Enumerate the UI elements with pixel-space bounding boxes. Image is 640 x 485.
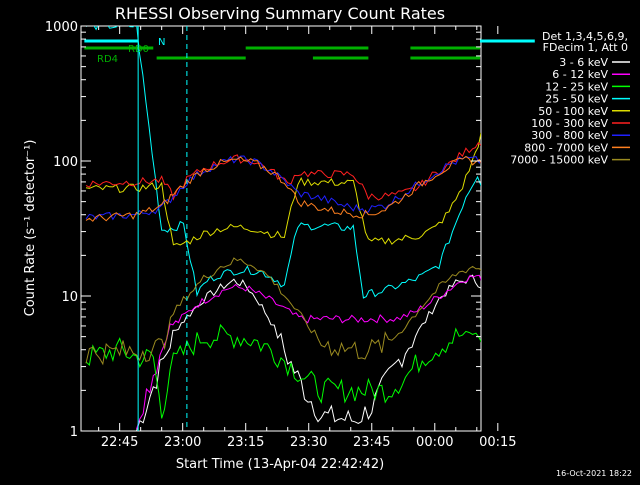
- x-tick-label: 22:45: [101, 435, 138, 450]
- x-tick-label: 23:15: [227, 435, 264, 450]
- x-tick-label: 23:30: [290, 435, 327, 450]
- legend-label: 12 - 25 keV: [545, 80, 608, 93]
- series-line-100-300-kev: [85, 142, 481, 201]
- legend-label: 6 - 12 keV: [552, 68, 608, 81]
- x-tick-label: 00:00: [416, 435, 453, 450]
- flag-lines: [137, 26, 188, 431]
- plot-area: NRD0RD4 22:45 23:00 23:15 23:30 23:45 00:00 00…: [45, 20, 535, 450]
- series-layer: [85, 26, 481, 431]
- x-tick-label: 23:45: [353, 435, 390, 450]
- y-tick-label: 100: [53, 155, 78, 170]
- state-bar-label-rd4: RD4: [97, 54, 118, 65]
- series-line-800-7000-kev: [85, 155, 481, 222]
- legend: Det 1,3,4,5,6,9, FDecim 1, Att 0 3 - 6 k…: [510, 30, 630, 167]
- plot-frame: [80, 25, 482, 432]
- series-line-3-6-kev: [136, 274, 481, 431]
- state-bar-label-n: N: [158, 37, 165, 48]
- series-line-300-800-kev: [85, 155, 481, 221]
- state-bars: NRD0RD4: [84, 37, 535, 65]
- legend-label: 25 - 50 keV: [545, 93, 608, 106]
- chart-title: RHESSI Observing Summary Count Rates: [115, 4, 445, 23]
- legend-header-line-1: Det 1,3,4,5,6,9,: [542, 30, 628, 43]
- series-line-50-100-kev: [85, 132, 481, 246]
- y-tick-label: 1: [70, 425, 78, 440]
- legend-label: 300 - 800 keV: [531, 129, 608, 142]
- footer-date: 16-Oct-2021 18:22: [556, 469, 632, 478]
- series-line-6-12-kev: [136, 274, 481, 430]
- series-line-7000-15000-kev: [85, 257, 481, 366]
- y-tick-label: 10: [61, 290, 78, 305]
- y-tick-label: 1000: [45, 20, 78, 35]
- x-tick-label: 00:15: [479, 435, 516, 450]
- legend-label: 50 - 100 keV: [538, 105, 608, 118]
- x-tick-label: 23:00: [164, 435, 201, 450]
- legend-label: 3 - 6 keV: [559, 56, 608, 69]
- legend-header-line-2: FDecim 1, Att 0: [543, 41, 628, 54]
- legend-label: 800 - 7000 keV: [524, 141, 608, 154]
- legend-label: 100 - 300 keV: [531, 117, 608, 130]
- legend-label: 7000 - 15000 keV: [510, 154, 608, 167]
- y-axis-ticks: 1 10 100 1000: [45, 20, 481, 440]
- x-axis-label: Start Time (13-Apr-04 22:42:42): [176, 457, 384, 472]
- series-line-12-25-kev: [85, 323, 481, 419]
- x-axis-ticks: 22:45 23:00 23:15 23:30 23:45 00:00 00:15: [98, 26, 517, 450]
- y-axis-label: Count Rate (s⁻¹ detector⁻¹): [23, 140, 38, 317]
